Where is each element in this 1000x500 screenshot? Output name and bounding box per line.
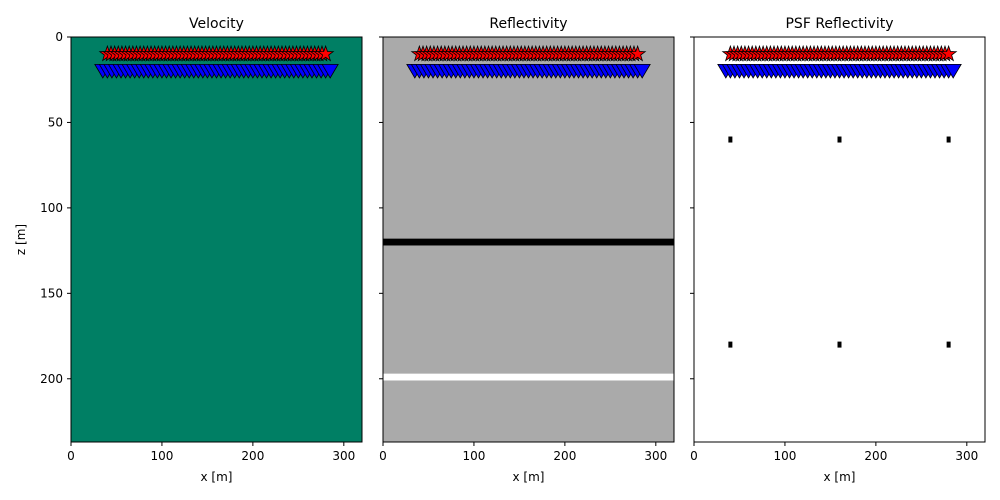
psf-point xyxy=(728,341,733,348)
y-tick-label: 200 xyxy=(40,372,63,386)
x-axis-label: x [m] xyxy=(824,470,856,484)
receiver-marker xyxy=(633,63,651,79)
plot-area xyxy=(71,37,362,442)
x-tick-label: 300 xyxy=(955,449,978,463)
receiver-marker xyxy=(321,63,339,79)
x-axis-label: x [m] xyxy=(513,470,545,484)
image-background xyxy=(71,37,362,442)
reflector-band xyxy=(383,373,674,381)
panel-velocity: Velocity x [m] z [m] 0 100 200 300 0 50 100 150… xyxy=(14,16,363,484)
y-tick-label: 50 xyxy=(48,115,63,129)
psf-point xyxy=(837,136,842,143)
x-tick-label: 200 xyxy=(553,449,576,463)
source-marker xyxy=(316,44,335,62)
x-tick-label: 100 xyxy=(773,449,796,463)
y-tick-label: 150 xyxy=(40,286,63,300)
y-tick-label: 100 xyxy=(40,201,63,215)
x-axis-label: x [m] xyxy=(201,470,233,484)
axes-frame xyxy=(70,36,363,443)
x-tick-label: 300 xyxy=(644,449,667,463)
psf-point xyxy=(946,136,951,143)
axes-frame xyxy=(693,36,986,443)
y-axis-label: z [m] xyxy=(14,224,28,255)
x-tick-label: 300 xyxy=(332,449,355,463)
x-tick-label: 0 xyxy=(379,449,387,463)
psf-point xyxy=(728,136,733,143)
x-tick-label: 200 xyxy=(864,449,887,463)
x-tick-label: 200 xyxy=(241,449,264,463)
x-tick-label: 100 xyxy=(150,449,173,463)
plot-area xyxy=(694,37,985,442)
source-marker xyxy=(628,44,647,62)
reflector-band xyxy=(383,238,674,246)
axes-frame xyxy=(382,36,675,443)
panel-title: PSF Reflectivity xyxy=(785,16,893,32)
source-marker xyxy=(939,44,958,62)
x-tick-label: 100 xyxy=(462,449,485,463)
psf-point xyxy=(837,341,842,348)
x-tick-label: 0 xyxy=(690,449,698,463)
x-tick-label: 0 xyxy=(67,449,75,463)
panel-psf-reflectivity: PSF Reflectivity x [m] 0 100 200 300 xyxy=(690,16,986,484)
plot-area xyxy=(383,37,674,442)
panel-reflectivity: Reflectivity x [m] 0 100 200 300 xyxy=(379,16,675,484)
panel-title: Velocity xyxy=(189,16,244,32)
image-background xyxy=(694,37,985,442)
psf-point xyxy=(946,341,951,348)
panel-title: Reflectivity xyxy=(489,16,567,32)
y-tick-label: 0 xyxy=(55,30,63,44)
receiver-marker xyxy=(944,63,962,79)
